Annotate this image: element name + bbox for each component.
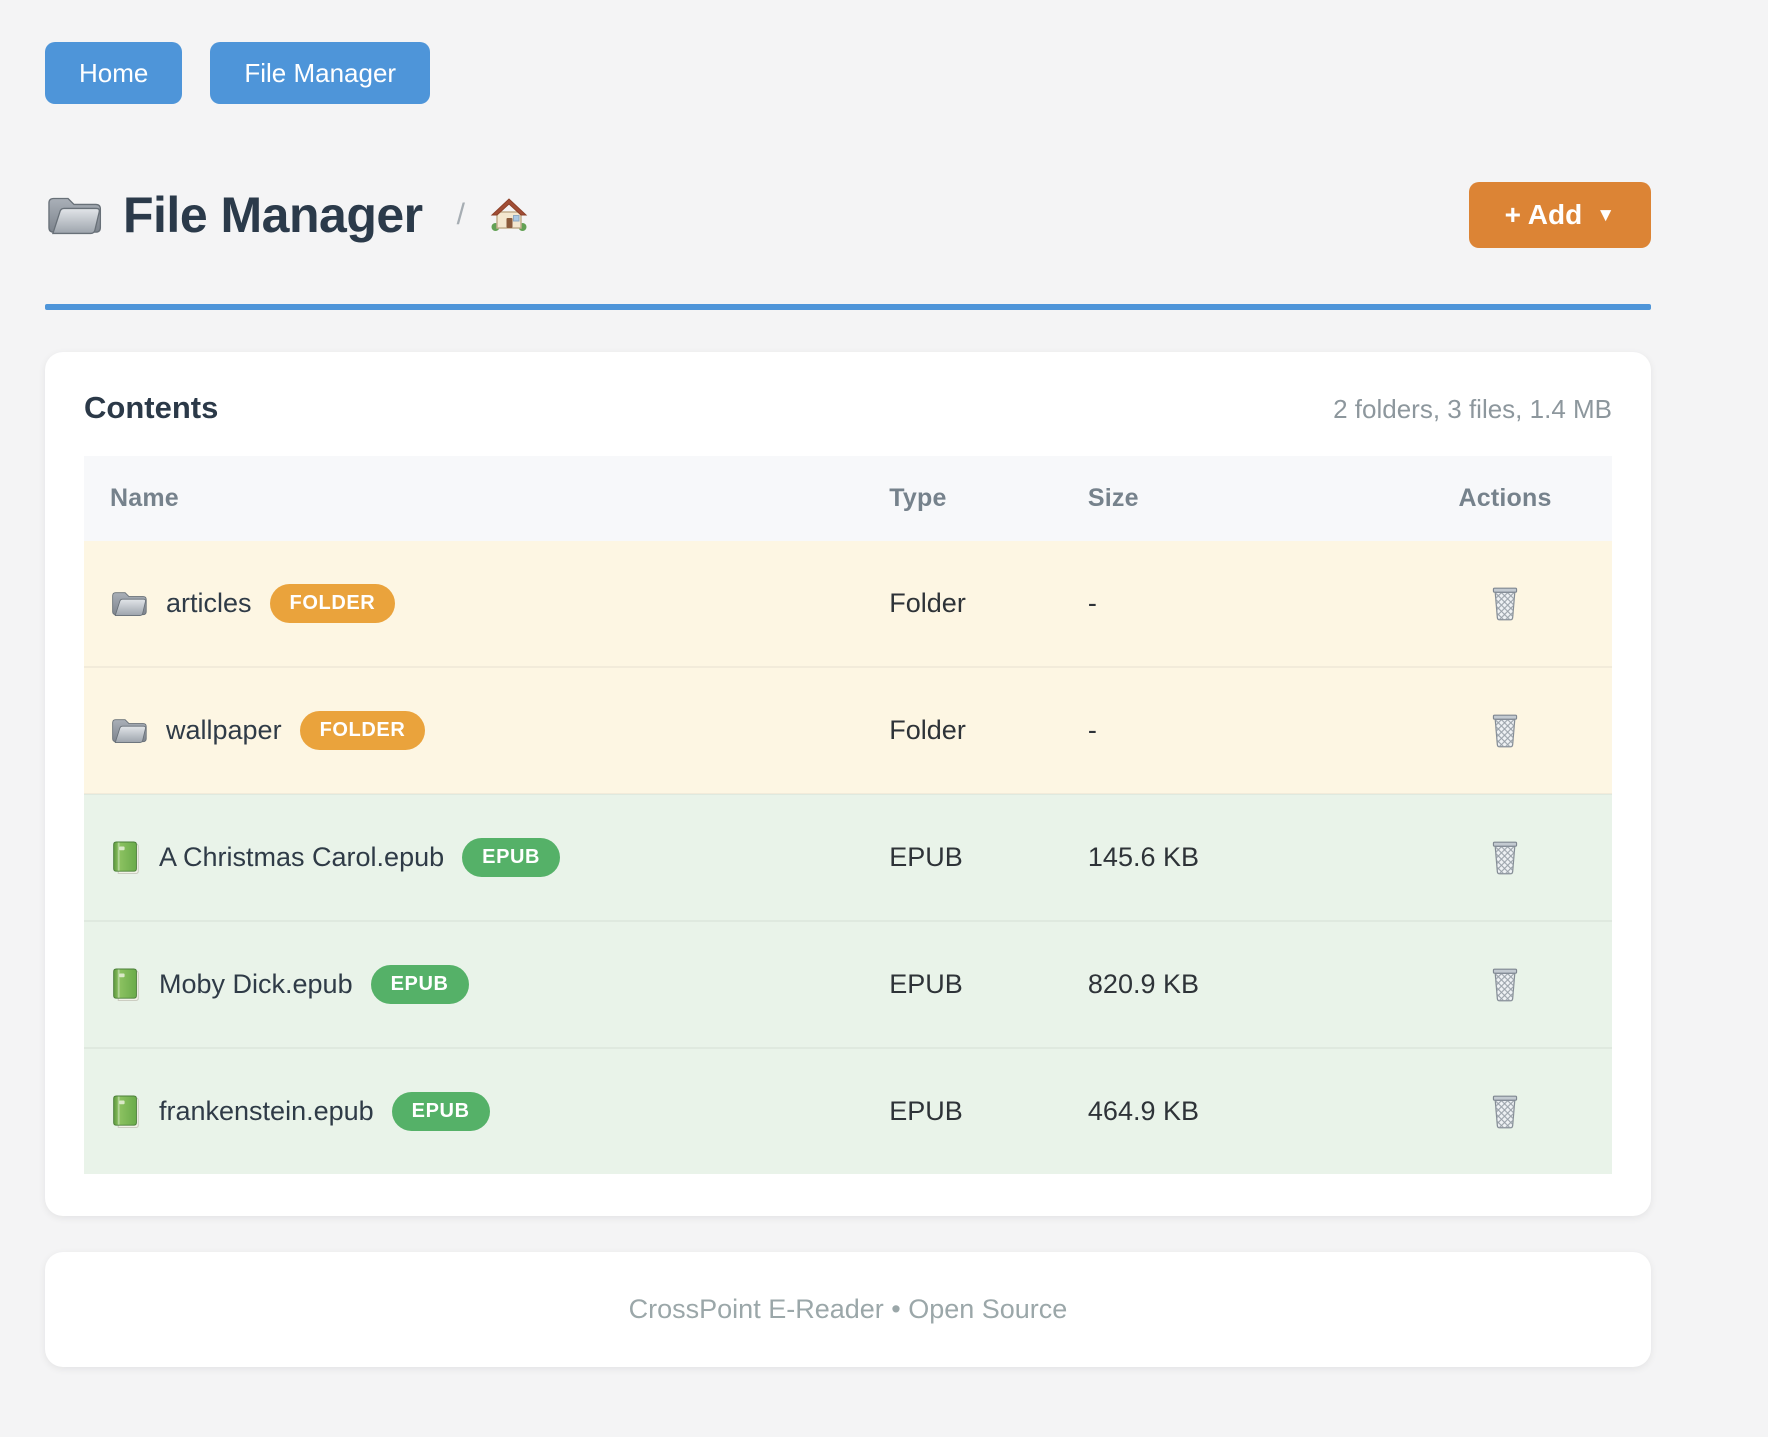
table-row: articles FOLDER Folder - [84, 541, 1612, 667]
home-button[interactable]: Home [45, 42, 183, 104]
name-cell: Moby Dick.epub EPUB [84, 920, 864, 1048]
book-icon [110, 840, 141, 875]
page-header: File Manager / + Add ▼ [45, 182, 1651, 248]
table-row: A Christmas Carol.epub EPUB EPUB 145.6 K… [84, 793, 1612, 921]
actions-cell [1398, 541, 1612, 667]
top-nav: Home File Manager [45, 42, 1651, 104]
name-cell: wallpaper FOLDER [84, 666, 864, 794]
name-cell: frankenstein.epub EPUB [84, 1047, 864, 1174]
delete-button[interactable] [1485, 833, 1525, 879]
header-divider [45, 304, 1651, 310]
table-row: Moby Dick.epub EPUB EPUB 820.9 KB [84, 920, 1612, 1048]
trash-icon [1489, 583, 1521, 621]
file-name-link[interactable]: wallpaper [166, 715, 282, 745]
trash-icon [1489, 964, 1521, 1002]
size-cell: 464.9 KB [1061, 1047, 1399, 1174]
column-header-type: Type [863, 456, 1062, 541]
delete-button[interactable] [1485, 706, 1525, 752]
delete-button[interactable] [1485, 1087, 1525, 1133]
contents-card-header: Contents 2 folders, 3 files, 1.4 MB [84, 390, 1612, 426]
folder-icon [110, 715, 148, 746]
type-cell: EPUB [863, 920, 1062, 1048]
footer-card: CrossPoint E-Reader • Open Source [45, 1252, 1651, 1367]
file-name-link[interactable]: A Christmas Carol.epub [159, 842, 445, 872]
file-name-link[interactable]: articles [166, 588, 252, 618]
contents-summary: 2 folders, 3 files, 1.4 MB [1333, 394, 1612, 424]
type-cell: EPUB [863, 1047, 1062, 1174]
page-title: File Manager [123, 187, 423, 243]
folder-icon [110, 588, 148, 619]
file-table-head: Name Type Size Actions [84, 456, 1612, 541]
file-table: Name Type Size Actions articles FOLDER [84, 456, 1612, 1174]
chevron-down-icon: ▼ [1596, 204, 1615, 226]
trash-icon [1489, 710, 1521, 748]
actions-cell [1398, 1047, 1612, 1174]
file-table-body: articles FOLDER Folder - [84, 541, 1612, 1174]
book-icon [110, 1094, 141, 1129]
delete-button[interactable] [1485, 579, 1525, 625]
column-header-size: Size [1061, 456, 1399, 541]
name-cell: articles FOLDER [84, 541, 864, 667]
contents-title: Contents [84, 390, 219, 425]
type-badge: EPUB [391, 1092, 490, 1131]
size-cell: 145.6 KB [1061, 793, 1399, 921]
size-cell: 820.9 KB [1061, 920, 1399, 1048]
trash-icon [1489, 1091, 1521, 1129]
book-icon [110, 967, 141, 1002]
house-icon [489, 195, 529, 235]
type-badge: EPUB [370, 965, 469, 1004]
type-badge: FOLDER [299, 711, 426, 750]
type-badge: FOLDER [269, 584, 396, 623]
add-button-label: + Add [1504, 199, 1583, 230]
column-header-name: Name [84, 456, 864, 541]
type-badge: EPUB [462, 838, 561, 877]
type-cell: Folder [863, 666, 1062, 794]
contents-card: Contents 2 folders, 3 files, 1.4 MB Name… [45, 352, 1651, 1216]
size-cell: - [1061, 666, 1399, 794]
size-cell: - [1061, 541, 1399, 667]
type-cell: EPUB [863, 793, 1062, 921]
table-row: frankenstein.epub EPUB EPUB 464.9 KB [84, 1047, 1612, 1174]
trash-icon [1489, 837, 1521, 875]
add-button[interactable]: + Add ▼ [1468, 182, 1651, 248]
file-manager-button[interactable]: File Manager [210, 42, 431, 104]
type-cell: Folder [863, 541, 1062, 667]
actions-cell [1398, 793, 1612, 921]
file-name-link[interactable]: frankenstein.epub [159, 1096, 374, 1126]
column-header-actions: Actions [1398, 456, 1612, 541]
breadcrumb-separator: / [456, 198, 465, 231]
footer-text: CrossPoint E-Reader • Open Source [628, 1294, 1068, 1324]
table-row: wallpaper FOLDER Folder - [84, 666, 1612, 794]
name-cell: A Christmas Carol.epub EPUB [84, 793, 864, 921]
title-wrap: File Manager / [45, 186, 529, 244]
delete-button[interactable] [1485, 960, 1525, 1006]
file-name-link[interactable]: Moby Dick.epub [159, 969, 353, 999]
folder-icon [45, 191, 103, 239]
actions-cell [1398, 666, 1612, 794]
breadcrumb-home-link[interactable] [489, 195, 529, 235]
actions-cell [1398, 920, 1612, 1048]
